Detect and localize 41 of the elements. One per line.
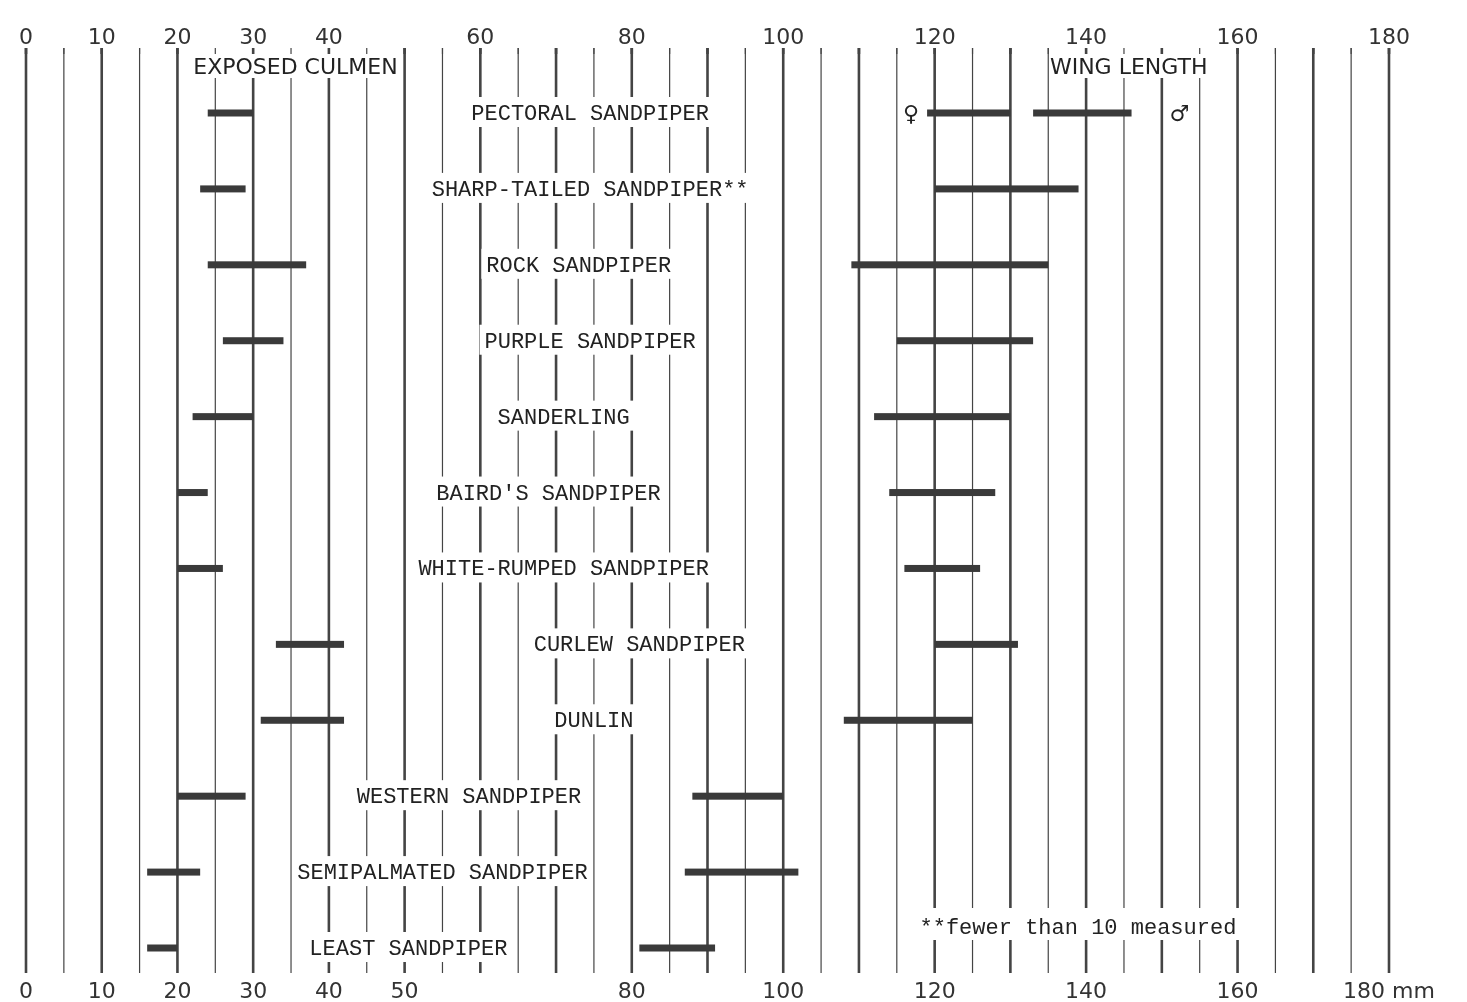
- y-tick-label: CURLEW SANDPIPER: [533, 633, 745, 659]
- legend-label: EXPOSED CULMEN: [193, 54, 398, 79]
- x2-tick-label: 40: [314, 24, 343, 49]
- x2-tick-label: 0: [19, 24, 33, 49]
- y-tick-label: LEAST SANDPIPER: [309, 937, 508, 962]
- x2-tick-label: 180: [1368, 24, 1410, 49]
- x-tick-label: 140: [1065, 978, 1108, 1002]
- x-tick-label: 180 mm: [1343, 978, 1435, 1002]
- y-tick-label: PURPLE SANDPIPER: [484, 329, 696, 355]
- x2-tick-label: 10: [87, 24, 116, 49]
- x-tick-label: 50: [390, 978, 419, 1002]
- annotation: ♂: [1169, 101, 1190, 126]
- x-tick-label: 30: [239, 978, 268, 1002]
- x-tick-label: 10: [87, 978, 116, 1002]
- x2-tick-label: 60: [466, 24, 495, 49]
- x-tick-label: 40: [314, 978, 343, 1002]
- legend-label: WING LENGTH: [1049, 54, 1208, 79]
- y-tick-label: SANDERLING: [497, 405, 630, 431]
- y-tick-label: PECTORAL SANDPIPER: [471, 102, 709, 127]
- x2-tick-label: 100: [762, 24, 805, 49]
- x-tick-label: 0: [19, 978, 33, 1002]
- x2-tick-label: 30: [239, 24, 268, 49]
- x-tick-label: 100: [762, 978, 805, 1002]
- y-tick-label: SHARP-TAILED SANDPIPER**: [431, 177, 749, 203]
- x2-tick-label: 120: [913, 24, 956, 49]
- x2-tick-label: 140: [1065, 24, 1108, 49]
- y-tick-label: SEMIPALMATED SANDPIPER: [297, 861, 588, 887]
- x-tick-label: 120: [913, 978, 956, 1002]
- x2-tick-label: 80: [617, 24, 646, 49]
- annotation: ♀: [902, 101, 920, 126]
- y-tick-label: DUNLIN: [554, 709, 634, 735]
- y-tick-label: WHITE-RUMPED SANDPIPER: [418, 557, 709, 583]
- y-tick-label: ROCK SANDPIPER: [486, 253, 672, 279]
- annotation: **fewer than 10 measured: [919, 916, 1237, 941]
- x-tick-label: 80: [617, 978, 646, 1002]
- x-tick-label: 160: [1216, 978, 1259, 1002]
- x-tick-label: 20: [163, 978, 192, 1002]
- y-tick-label: WESTERN SANDPIPER: [356, 785, 582, 811]
- y-tick-label: BAIRD'S SANDPIPER: [436, 481, 661, 507]
- x2-tick-label: 20: [163, 24, 192, 49]
- x2-tick-label: 160: [1216, 24, 1259, 49]
